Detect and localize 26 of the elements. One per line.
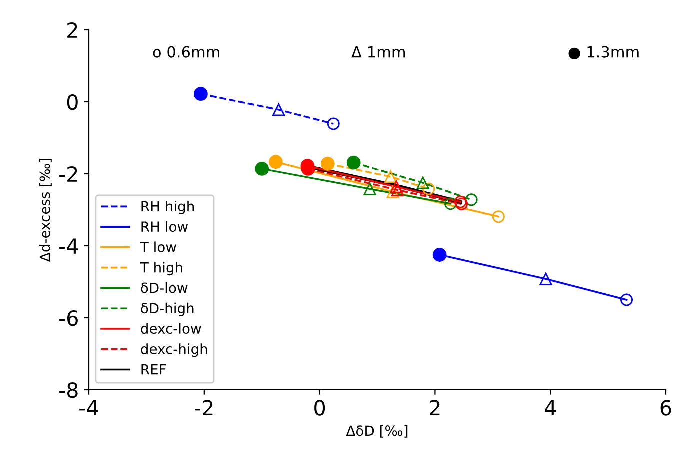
y-tick-label: -6 (60, 310, 78, 326)
legend-label: T high (140, 262, 182, 276)
x-tick-label: 6 (660, 400, 672, 416)
legend-label: REF (142, 364, 166, 375)
y-tick-label: 2 (68, 22, 78, 38)
x-tick-label: 2 (430, 400, 440, 416)
annotation: Δ 1mm (352, 46, 406, 58)
x-tick-label: 0 (314, 400, 326, 416)
y-tick-label: -4 (60, 238, 78, 254)
annotation: ● 1.3mm (568, 46, 639, 60)
x-axis-title: ΔδD [‰] (346, 425, 408, 438)
legend-label: δD-high (141, 302, 194, 316)
legend-label: T low (140, 242, 176, 252)
legend-label: dexc-high (141, 344, 208, 358)
y-tick-label: -8 (60, 382, 78, 398)
x-tick-label: -4 (80, 400, 98, 416)
legend-label: dexc-low (141, 323, 202, 334)
y-axis-title: Δd-excess [‰] (40, 159, 52, 262)
x-tick-label: -2 (195, 400, 213, 416)
y-tick-label: -2 (60, 166, 78, 182)
y-tick-label: 0 (67, 94, 78, 110)
legend-label: RH low (142, 221, 188, 232)
legend-label: δD-low (141, 282, 188, 294)
legend-label: RH high (142, 200, 194, 214)
annotation: o 0.6mm (153, 46, 220, 58)
x-tick-label: 4 (544, 400, 556, 416)
